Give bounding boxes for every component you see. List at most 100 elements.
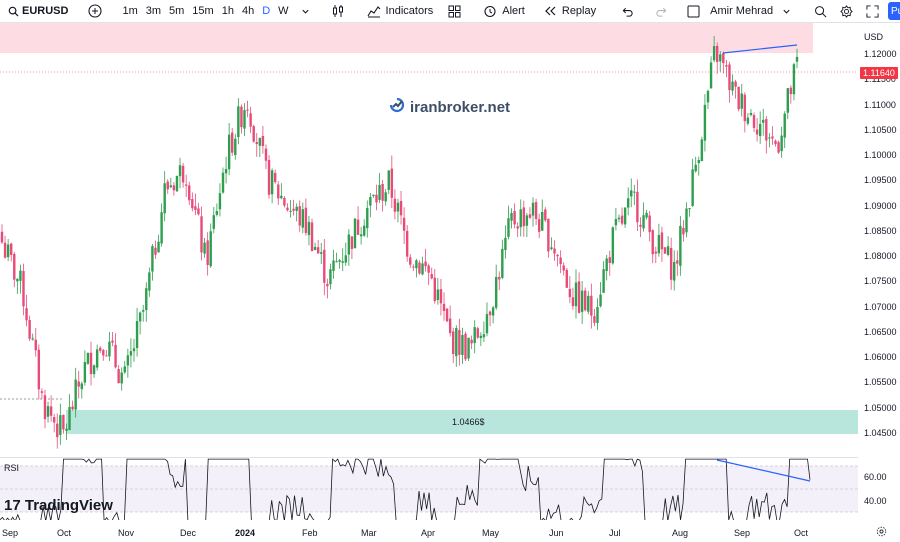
candle-body xyxy=(277,184,280,199)
layout-square-icon xyxy=(684,2,702,20)
candle-body xyxy=(37,349,41,390)
support-label: 1.0466$ xyxy=(452,417,485,427)
price-axis[interactable]: USD 1.12000 1.11500 1.11000 1.10500 1.10… xyxy=(858,23,900,523)
timeframe-15m[interactable]: 15m xyxy=(192,5,214,17)
candle-body xyxy=(580,290,584,312)
fullscreen-icon xyxy=(863,2,881,20)
candle-body xyxy=(636,191,639,223)
price-tick: 1.08000 xyxy=(864,251,897,261)
candle-body xyxy=(771,136,774,139)
candle-body xyxy=(568,288,572,298)
candle-body xyxy=(590,295,593,316)
candle-body xyxy=(188,185,191,201)
price-tick: 1.04500 xyxy=(864,428,897,438)
candle-body xyxy=(412,266,415,268)
rsi-pane[interactable]: RSI xyxy=(0,457,858,523)
replay-label: Replay xyxy=(561,5,597,17)
candle-body xyxy=(734,81,737,87)
candle-body xyxy=(227,134,231,170)
alert-button[interactable]: Alert xyxy=(473,0,533,22)
layouts-button[interactable] xyxy=(441,0,467,22)
price-tick: 1.10000 xyxy=(864,150,897,160)
candle-body xyxy=(105,355,108,357)
alarm-clock-icon xyxy=(481,2,499,20)
undo-button[interactable] xyxy=(610,0,644,22)
brand-text: TradingView xyxy=(24,497,113,514)
candle-body xyxy=(141,310,145,312)
candle-body xyxy=(108,341,111,357)
candle-body xyxy=(221,172,225,193)
candle-body xyxy=(531,202,535,216)
watermark-text: iranbroker.net xyxy=(410,98,511,116)
candle-body xyxy=(424,261,427,267)
timeframe-dropdown[interactable] xyxy=(293,0,319,22)
rsi-trendline[interactable] xyxy=(716,459,811,482)
candle-body xyxy=(510,212,513,221)
publish-button[interactable]: Pu xyxy=(888,2,900,20)
candle-body xyxy=(363,225,366,236)
candle-body xyxy=(399,200,403,216)
candle-body xyxy=(504,237,507,251)
chart-type-button[interactable] xyxy=(325,0,351,22)
candle-body xyxy=(712,46,716,61)
candle-body xyxy=(132,348,136,352)
axis-settings-icon[interactable] xyxy=(876,526,887,539)
candle-body xyxy=(762,119,765,123)
price-trendline[interactable] xyxy=(722,44,798,54)
timeframe-3m[interactable]: 3m xyxy=(145,5,162,17)
settings-button[interactable] xyxy=(833,0,859,22)
candle-body xyxy=(562,265,565,271)
tradingview-logo-icon: 17 xyxy=(4,497,21,514)
search-icon xyxy=(811,2,829,20)
candle-body xyxy=(347,234,351,255)
candle-body xyxy=(304,207,308,233)
candle-body xyxy=(765,119,768,141)
candle-body xyxy=(298,206,301,226)
candles-icon xyxy=(329,2,347,20)
timeframe-1h[interactable]: 1h xyxy=(221,5,234,17)
candle-body xyxy=(553,248,556,254)
timeframe-4h[interactable]: 4h xyxy=(241,5,255,17)
layout-menu[interactable]: Amir Mehrad xyxy=(678,0,801,22)
compare-button[interactable] xyxy=(78,0,112,22)
timeframe-5m[interactable]: 5m xyxy=(169,5,185,17)
add-circle-icon xyxy=(86,2,104,20)
fullscreen-button[interactable] xyxy=(859,0,885,22)
candle-body xyxy=(338,260,341,262)
price-chart[interactable] xyxy=(0,23,858,456)
candle-body xyxy=(310,222,314,252)
candle-body xyxy=(34,339,37,351)
timeframe-W[interactable]: W xyxy=(278,5,289,17)
candle-body xyxy=(651,230,654,255)
candle-body xyxy=(313,246,317,250)
candle-body xyxy=(626,198,630,208)
timeframe-D[interactable]: D xyxy=(262,5,271,17)
candle-body xyxy=(375,194,378,203)
indicators-button[interactable]: Indicators xyxy=(357,0,442,22)
candle-body xyxy=(645,212,648,218)
replay-button[interactable]: Replay xyxy=(533,0,604,22)
candle-body xyxy=(353,218,357,249)
candle-body xyxy=(436,289,440,300)
candle-body xyxy=(427,265,430,273)
grid-icon xyxy=(445,2,463,20)
redo-button[interactable] xyxy=(644,0,678,22)
candle-body xyxy=(470,339,473,344)
quick-search-button[interactable] xyxy=(807,0,833,22)
candle-body xyxy=(593,316,596,323)
candle-body xyxy=(181,165,185,183)
timeframe-1m[interactable]: 1m xyxy=(122,5,138,17)
price-tick: 1.09000 xyxy=(864,201,897,211)
candle-body xyxy=(80,383,84,390)
candle-body xyxy=(768,137,771,139)
candle-body xyxy=(648,215,651,233)
candle-body xyxy=(623,207,627,225)
candle-body xyxy=(135,321,139,349)
time-tick: Dec xyxy=(180,528,197,538)
candle-body xyxy=(283,197,286,206)
symbol-search[interactable]: EURUSD xyxy=(0,0,72,22)
candle-body xyxy=(587,295,590,312)
candle-body xyxy=(114,344,117,368)
candle-body xyxy=(166,181,169,190)
time-axis[interactable]: Sep Oct Nov Dec 2024 Feb Mar Apr May Jun… xyxy=(0,523,900,542)
